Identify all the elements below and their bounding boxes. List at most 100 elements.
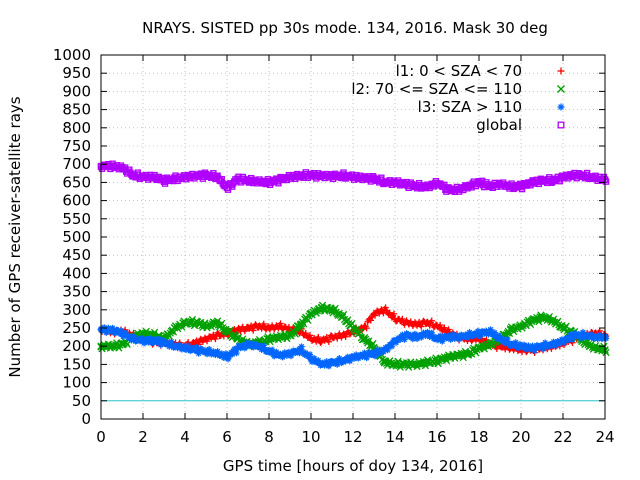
series-4-point — [570, 171, 577, 179]
x-tick-label: 0 — [96, 428, 106, 446]
legend-label: l1: 0 < SZA < 70 — [396, 62, 522, 80]
series-1-point — [339, 332, 346, 339]
series-3-point — [349, 353, 357, 361]
series-4-point — [118, 164, 126, 172]
series-4-point — [391, 179, 399, 186]
series-2-point — [475, 344, 483, 352]
series-1-point — [192, 339, 199, 346]
series-4-point — [580, 172, 588, 180]
series-3-point — [517, 343, 525, 350]
series-4-point — [234, 175, 241, 182]
series-3-point — [391, 337, 399, 344]
y-tick-label: 500 — [62, 228, 91, 246]
series-1-point — [402, 319, 409, 326]
x-tick-label: 24 — [595, 428, 614, 446]
series-2-point — [559, 324, 567, 332]
series-3-point — [549, 341, 556, 348]
y-tick-label: 400 — [62, 264, 91, 282]
series-2-point — [170, 324, 179, 332]
x-axis-ticks: 0 2 4 6 8 10 12 14 16 18 20 22 24 — [96, 55, 615, 446]
series-layer — [97, 160, 610, 371]
series-2-point — [223, 327, 231, 336]
legend-marker — [557, 85, 565, 93]
series-4-point — [475, 179, 483, 186]
y-tick-label: 250 — [62, 319, 91, 337]
series-3-point — [286, 350, 294, 357]
series-2-point — [422, 358, 431, 367]
series-4-point — [171, 175, 178, 182]
y-tick-label: 800 — [62, 119, 91, 137]
series-1-point — [307, 335, 315, 343]
x-tick-label: 4 — [180, 428, 190, 446]
x-tick-label: 18 — [469, 428, 488, 446]
series-4 — [97, 160, 610, 196]
series-2-point — [338, 313, 347, 321]
y-tick-label: 900 — [62, 82, 91, 100]
series-4-point — [454, 186, 462, 193]
series-2-point — [296, 320, 305, 329]
series-4-point — [423, 183, 430, 190]
series-3-point — [423, 330, 430, 337]
series-1-point — [412, 321, 420, 328]
series-4-point — [465, 182, 472, 190]
series-3-point — [171, 343, 178, 350]
series-1-point — [244, 324, 252, 332]
series-4-point — [349, 173, 357, 181]
series-2-point — [286, 331, 294, 339]
y-axis-label: Number of GPS receiver-satellite rays — [6, 96, 24, 377]
x-tick-label: 22 — [553, 428, 572, 446]
y-tick-label: 0 — [81, 410, 91, 428]
series-3-point — [150, 337, 157, 344]
series-2-point — [506, 326, 515, 334]
series-3-point — [570, 332, 577, 339]
legend-marker — [557, 121, 565, 129]
series-1-point — [391, 315, 399, 323]
series-4-point — [486, 182, 493, 190]
y-tick-label: 100 — [62, 374, 91, 392]
y-tick-label: 550 — [62, 210, 91, 228]
series-1-point — [202, 335, 210, 343]
series-2-point — [485, 340, 494, 349]
series-3-point — [370, 350, 378, 357]
series-2-point — [359, 335, 368, 343]
series-4-point — [181, 173, 189, 181]
series-2-point — [380, 358, 389, 367]
y-tick-label: 300 — [62, 301, 91, 319]
series-2-point — [118, 340, 126, 349]
series-2-point — [317, 304, 326, 312]
series-4-point — [496, 181, 504, 188]
series-4-point — [433, 179, 441, 187]
series-3-point — [318, 361, 325, 368]
series-3-point — [255, 343, 262, 350]
series-3-point — [454, 333, 462, 341]
series-3-point — [192, 346, 199, 354]
series-3-point — [181, 344, 189, 352]
x-tick-label: 6 — [222, 428, 232, 446]
series-2-point — [590, 344, 599, 352]
series-2-point — [580, 338, 588, 347]
series-3-point — [328, 359, 336, 366]
y-tick-label: 650 — [62, 173, 91, 191]
legend-label: l2: 70 <= SZA <= 110 — [351, 80, 522, 98]
series-2-point — [139, 329, 147, 338]
series-4-point — [591, 174, 598, 182]
series-2-point — [265, 335, 273, 343]
series-1-point — [370, 310, 378, 317]
series-4-point — [328, 173, 336, 180]
series-2-point — [391, 360, 399, 369]
series-4-point — [213, 173, 220, 181]
legend-marker — [557, 67, 565, 75]
series-4-point — [412, 182, 420, 190]
series-4-point — [150, 173, 157, 181]
series-3-point — [538, 343, 546, 350]
series-4-point — [559, 173, 567, 181]
series-2-point — [454, 351, 462, 359]
series-2-point — [412, 360, 420, 369]
series-3-point — [381, 346, 388, 354]
series-4-point — [507, 183, 514, 190]
series-3-point — [265, 348, 273, 355]
series-3-point — [202, 348, 210, 355]
series-1-point — [444, 328, 451, 335]
series-2-point — [307, 309, 315, 318]
